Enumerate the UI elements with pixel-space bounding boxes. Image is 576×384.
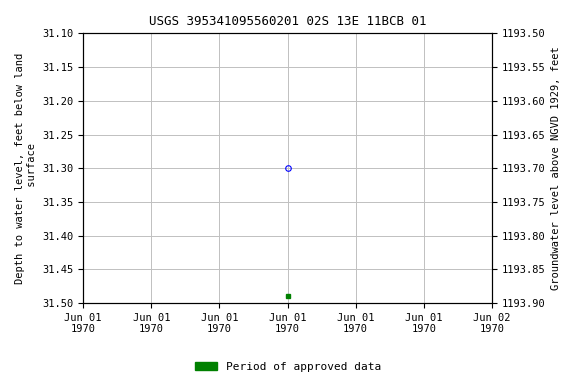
Legend: Period of approved data: Period of approved data [191,358,385,377]
Y-axis label: Depth to water level, feet below land
 surface: Depth to water level, feet below land su… [15,53,37,284]
Y-axis label: Groundwater level above NGVD 1929, feet: Groundwater level above NGVD 1929, feet [551,46,561,290]
Title: USGS 395341095560201 02S 13E 11BCB 01: USGS 395341095560201 02S 13E 11BCB 01 [149,15,426,28]
